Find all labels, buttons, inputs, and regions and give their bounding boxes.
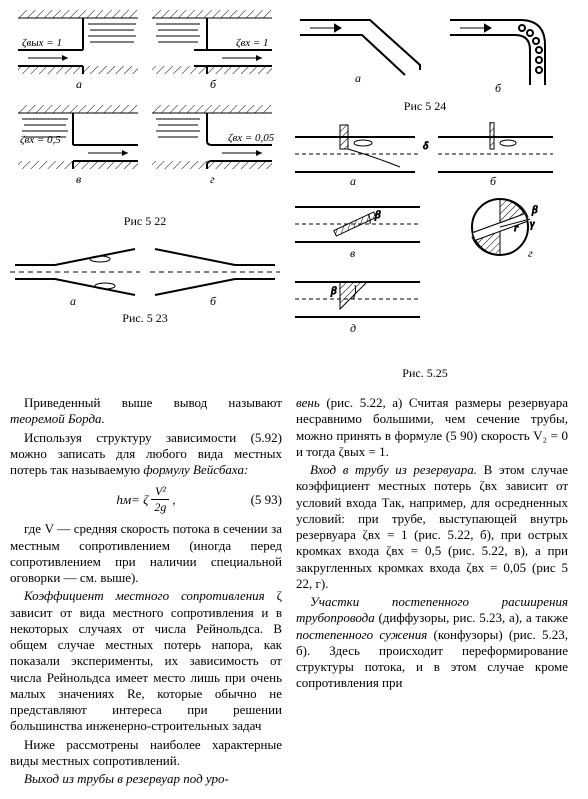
fig-525-svg: δ а б [290, 122, 560, 362]
delta-a: δ [423, 140, 429, 152]
zeta-b: ζвх = 1 [236, 37, 269, 49]
eq-den: 2g [151, 500, 169, 515]
p1b: теоремой Борда. [10, 411, 105, 426]
eq-numlabel: (5 93) [251, 492, 282, 508]
label-a: а [76, 77, 82, 91]
zeta-a: ζвых = 1 [22, 37, 62, 49]
p4b: ζ зависит от вида местного сопротивления… [10, 588, 282, 733]
right-column: вень (рис. 5.22, а) Считая размеры резер… [296, 395, 568, 789]
label-525b: б [490, 174, 497, 188]
p6b: вень [296, 395, 320, 410]
right-figure-col: а б Рис 5 24 [290, 10, 560, 389]
fig-522-caption: Рис 5 22 [10, 214, 280, 229]
fig-524-svg: а б [290, 10, 560, 95]
eq-frac: V² 2g [151, 484, 169, 515]
p6a: Выход из трубы в резервуар под уро- [24, 771, 229, 786]
fig-524-caption: Рис 5 24 [290, 99, 560, 114]
p6c: (рис. 5.22, а) Считая размеры резервуара… [296, 395, 568, 459]
para-6-start: Выход из трубы в резервуар под уро- [10, 771, 282, 787]
label-525d: д [350, 321, 356, 335]
eq-eq: = ζ [131, 492, 148, 508]
fig-523-svg: а б [10, 237, 280, 307]
fig-522-svg: ζвых = 1 а ζвх = 1 б [10, 10, 280, 210]
p8c: постепенного сужения [296, 627, 427, 642]
para-6-cont: вень (рис. 5.22, а) Считая размеры резер… [296, 395, 568, 460]
para-1: Приведенный выше вывод называют теоремой… [10, 395, 282, 428]
label-525v: в [350, 246, 355, 260]
fig-523-caption: Рис. 5 23 [10, 311, 280, 326]
para-8: Участки постепенного расширения трубопро… [296, 594, 568, 692]
p8b: (диффузоры, рис. 5.23, а), а также [375, 610, 568, 625]
label-b: б [210, 77, 217, 91]
eq-num: V² [151, 484, 169, 500]
fig-525-caption: Рис. 5.25 [290, 366, 560, 381]
para-7: Вход в трубу из резервуара. В этом случа… [296, 462, 568, 592]
text-columns: Приведенный выше вывод называют теоремой… [10, 395, 578, 789]
p2b: формулу Вейсбаха: [143, 462, 248, 477]
para-4: Коэффициент местного сопротивления ζ зав… [10, 588, 282, 734]
zeta-g: ζвх = 0,05 [228, 132, 275, 144]
beta-g: β [531, 204, 538, 216]
fig-522: ζвых = 1 а ζвх = 1 б [10, 10, 280, 389]
p1a: Приведенный выше вывод называют [24, 395, 282, 410]
para-5: Ниже рассмотрены наиболее характерные ви… [10, 737, 282, 770]
para-2: Используя структуру зависимости (5.92) м… [10, 430, 282, 479]
zeta-v: ζвх = 0,5 [20, 134, 61, 146]
label-g: г [210, 172, 215, 186]
label-523b: б [210, 294, 217, 307]
formula-593: hм = ζ V² 2g , (5 93) [10, 484, 282, 515]
r-g: r [514, 222, 519, 234]
beta-d: β [330, 285, 337, 297]
label-524b: б [495, 81, 502, 95]
eq-lhs: hм [116, 492, 131, 508]
label-v: в [76, 172, 81, 186]
label-525a: а [350, 174, 356, 188]
fig-525: δ а б [290, 122, 560, 381]
gamma-g: γ [530, 218, 535, 230]
eq-tail: , [172, 492, 175, 508]
p7a: Вход в трубу из резервуара. [310, 462, 477, 477]
para-3: где V — средняя скорость потока в сечени… [10, 521, 282, 586]
label-525g: г [528, 246, 533, 260]
p4a: Коэффициент местного сопротивления [24, 588, 265, 603]
fig-524: а б Рис 5 24 [290, 10, 560, 114]
beta-v: β [374, 209, 381, 221]
label-523a: а [70, 294, 76, 307]
p7b: В этом случае коэффициент местных потерь… [296, 462, 568, 591]
label-524a: а [355, 71, 361, 85]
left-column: Приведенный выше вывод называют теоремой… [10, 395, 282, 789]
